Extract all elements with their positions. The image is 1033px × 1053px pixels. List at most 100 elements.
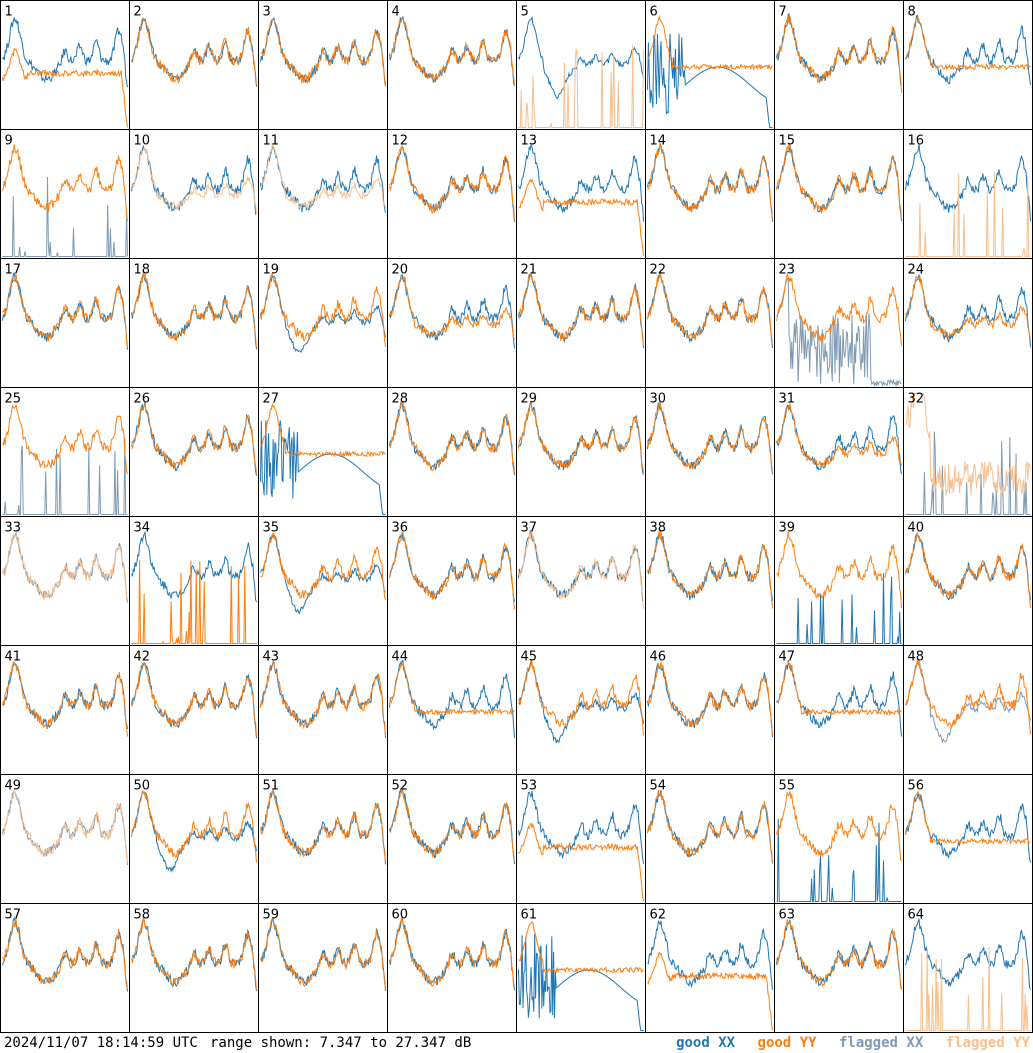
panel-label: 1 [5, 5, 13, 20]
series-yy-panel-1 [2, 47, 128, 128]
panel-47: 47 [774, 645, 904, 775]
panel-label: 54 [650, 779, 667, 794]
panel-2: 2 [129, 0, 259, 130]
series-xx-panel-25 [2, 438, 128, 515]
panel-52: 52 [387, 774, 517, 904]
panel-29: 29 [516, 387, 646, 517]
panel-48: 48 [903, 645, 1033, 775]
panel-4: 4 [387, 0, 517, 130]
series-yy-panel-45 [518, 659, 644, 736]
panel-label: 4 [392, 5, 400, 20]
series-yy-panel-35 [260, 532, 386, 600]
legend: good XX good YY flagged XX flagged YY [662, 1033, 1030, 1053]
panel-label: 45 [521, 650, 538, 665]
panel-frame [258, 258, 388, 388]
panel-frame [129, 645, 259, 775]
panel-label: 53 [521, 779, 538, 794]
panel-label: 33 [5, 521, 22, 536]
series-yy-panel-22 [647, 272, 773, 347]
panel-frame [0, 258, 130, 388]
series-yy-panel-21 [518, 272, 644, 347]
panel-label: 14 [650, 134, 667, 149]
series-xx-panel-5 [518, 15, 644, 100]
panel-19: 19 [258, 258, 388, 388]
panel-label: 59 [263, 908, 280, 923]
panel-44: 44 [387, 645, 517, 775]
panel-22: 22 [645, 258, 775, 388]
panel-frame [0, 774, 130, 904]
series-xx-panel-16 [905, 143, 1031, 221]
series-yy-panel-42 [131, 662, 257, 737]
panel-58: 58 [129, 903, 259, 1033]
series-yy-panel-53 [518, 822, 644, 902]
panel-label: 11 [263, 134, 280, 149]
panel-frame [129, 0, 259, 130]
panel-label: 35 [263, 521, 280, 536]
panel-frame [387, 903, 517, 1033]
series-yy-panel-57 [2, 918, 128, 990]
series-yy-panel-62 [647, 951, 773, 1031]
panel-frame [903, 387, 1033, 517]
series-yy-panel-30 [647, 400, 773, 473]
panel-label: 7 [779, 5, 787, 20]
panel-label: 22 [650, 263, 667, 278]
panel-40: 40 [903, 516, 1033, 646]
series-xx-panel-21 [518, 271, 644, 349]
panel-56: 56 [903, 774, 1033, 904]
panel-53: 53 [516, 774, 646, 904]
series-yy-panel-12 [389, 145, 515, 221]
panel-label: 26 [134, 392, 151, 407]
panel-frame [129, 516, 259, 646]
panel-14: 14 [645, 129, 775, 259]
panel-label: 48 [908, 650, 925, 665]
series-xx-panel-62 [647, 919, 773, 990]
series-yy-panel-49 [2, 789, 128, 864]
panel-25: 25 [0, 387, 130, 517]
series-yy-panel-34 [131, 560, 257, 645]
series-xx-panel-27 [260, 420, 386, 515]
series-yy-panel-18 [131, 272, 257, 348]
panel-frame [258, 387, 388, 517]
series-yy-panel-52 [389, 788, 515, 863]
panel-frame [258, 903, 388, 1033]
panel-frame [645, 903, 775, 1033]
series-yy-panel-17 [2, 274, 128, 348]
series-xx-panel-39 [776, 573, 902, 644]
panel-32: 32 [903, 387, 1033, 517]
panel-label: 38 [650, 521, 667, 536]
series-yy-panel-14 [647, 143, 773, 220]
legend-good-xx: good XX [676, 1035, 736, 1051]
series-xx-panel-61 [518, 933, 644, 1031]
series-yy-panel-29 [518, 401, 644, 473]
series-xx-panel-53 [518, 790, 644, 864]
panel-3: 3 [258, 0, 388, 130]
series-yy-panel-28 [389, 400, 515, 474]
series-yy-panel-13 [518, 178, 644, 256]
panel-21: 21 [516, 258, 646, 388]
panel-label: 34 [134, 521, 151, 536]
panel-label: 21 [521, 263, 538, 278]
panel-label: 62 [650, 908, 667, 923]
panel-frame [258, 516, 388, 646]
panel-label: 5 [521, 5, 529, 20]
panel-label: 37 [521, 521, 538, 536]
panel-34: 34 [129, 516, 259, 646]
panel-frame [387, 129, 517, 259]
panel-frame [129, 903, 259, 1033]
panel-frame [516, 516, 646, 646]
series-xx-panel-51 [260, 788, 386, 865]
series-xx-panel-44 [389, 659, 515, 738]
panel-label: 29 [521, 392, 538, 407]
series-yy-panel-19 [260, 272, 386, 348]
series-yy-panel-16 [905, 171, 1031, 257]
panel-frame [258, 774, 388, 904]
panel-36: 36 [387, 516, 517, 646]
panel-41: 41 [0, 645, 130, 775]
panel-label: 47 [779, 650, 796, 665]
panel-label: 56 [908, 779, 925, 794]
series-yy-panel-37 [518, 529, 644, 609]
panel-54: 54 [645, 774, 775, 904]
series-yy-panel-59 [260, 918, 386, 989]
panel-16: 16 [903, 129, 1033, 259]
panel-37: 37 [516, 516, 646, 646]
